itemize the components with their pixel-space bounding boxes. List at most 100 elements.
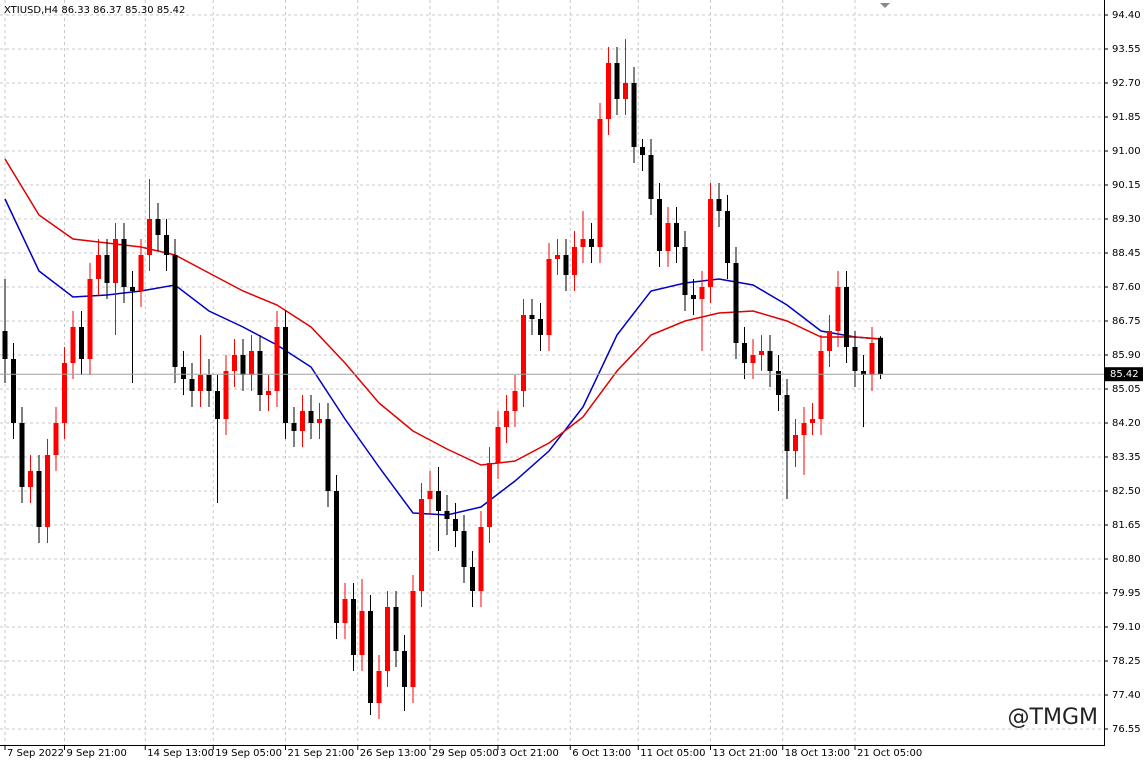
x-tick-label: 14 Sep 13:00 xyxy=(147,748,214,759)
y-tick-label: 87.60 xyxy=(1112,282,1141,293)
candle-body xyxy=(487,463,492,527)
candle-body xyxy=(699,287,705,299)
candle-body xyxy=(206,375,212,391)
candle-body xyxy=(640,147,645,155)
candle-body xyxy=(512,391,518,411)
candle-body xyxy=(138,255,144,291)
candle-body xyxy=(750,355,756,363)
candle-body xyxy=(317,419,322,423)
y-tick-label: 85.05 xyxy=(1112,384,1141,395)
candle-body xyxy=(614,63,620,99)
candle-body xyxy=(325,419,331,491)
y-tick-label: 92.70 xyxy=(1112,78,1141,89)
x-tick-label: 13 Oct 21:00 xyxy=(713,748,778,759)
candle-body xyxy=(759,351,764,355)
candle-body xyxy=(436,491,441,511)
y-tick-label: 79.10 xyxy=(1112,622,1141,633)
candle-body xyxy=(563,255,569,275)
candle-body xyxy=(555,255,560,259)
moving-average xyxy=(4,158,881,466)
candle-body xyxy=(215,391,220,419)
candle-body xyxy=(240,355,246,375)
watermark: @TMGM xyxy=(1008,705,1098,730)
candle-body xyxy=(776,371,781,395)
y-tick-label: 80.80 xyxy=(1112,554,1141,565)
candle-body xyxy=(368,611,373,703)
y-tick-label: 77.40 xyxy=(1112,690,1141,701)
candle-body xyxy=(410,591,416,687)
y-tick-label: 91.00 xyxy=(1112,146,1141,157)
candle-body xyxy=(342,599,348,623)
candle-body xyxy=(308,411,314,423)
y-tick-label: 81.65 xyxy=(1112,520,1141,531)
y-tick-label: 93.55 xyxy=(1112,44,1141,55)
candle-body xyxy=(844,287,849,347)
y-tick-label: 91.85 xyxy=(1112,112,1141,123)
candle-body xyxy=(461,531,467,567)
candle-body xyxy=(852,347,858,371)
candle-body xyxy=(257,351,263,395)
candle-body xyxy=(249,351,254,375)
candle-body xyxy=(827,331,832,351)
candle-body xyxy=(28,471,33,487)
y-tick-label: 88.45 xyxy=(1112,248,1141,259)
y-tick-label: 78.25 xyxy=(1112,656,1141,667)
candle-body xyxy=(359,611,365,655)
candle-body xyxy=(810,419,815,423)
x-tick-label: 9 Sep 21:00 xyxy=(67,748,127,759)
y-tick-label: 86.75 xyxy=(1112,316,1141,327)
candle-body xyxy=(674,223,679,247)
candle-body xyxy=(291,423,297,431)
candle-body xyxy=(716,199,722,211)
candle-body xyxy=(453,519,458,531)
candle-body xyxy=(470,567,475,591)
y-tick-label: 84.20 xyxy=(1112,418,1141,429)
candle-body xyxy=(223,371,229,419)
y-tick-label: 76.55 xyxy=(1112,724,1141,735)
candle-body xyxy=(62,363,67,423)
candle-body xyxy=(538,319,543,335)
y-tick-label: 94.40 xyxy=(1112,10,1141,21)
current-price-label: 85.42 xyxy=(1110,369,1139,380)
axes: 94.40 93.55 92.70 91.85 91.00 90.15 89.30 88.45… xyxy=(4,10,1143,759)
x-tick-label: 19 Sep 05:00 xyxy=(215,748,282,759)
candle-body xyxy=(682,247,688,295)
candle-body xyxy=(631,83,637,147)
candle-body xyxy=(283,327,288,423)
candle-body xyxy=(444,511,450,519)
candle-body xyxy=(87,279,93,359)
candle-body xyxy=(198,375,203,391)
candle-body xyxy=(521,315,526,391)
y-tick-label: 82.50 xyxy=(1112,486,1141,497)
y-tick-label: 90.15 xyxy=(1112,180,1141,191)
candle-body xyxy=(104,255,110,283)
candle-body xyxy=(419,499,424,591)
candle-body xyxy=(529,315,535,319)
shift-marker xyxy=(880,3,890,8)
candle-body xyxy=(793,435,798,451)
candle-body xyxy=(623,83,628,99)
candle-body xyxy=(53,423,59,455)
candle-body xyxy=(79,327,84,359)
candle-body xyxy=(708,199,713,287)
candle-body xyxy=(657,199,662,251)
x-tick-label: 18 Oct 13:00 xyxy=(785,748,850,759)
candle-body xyxy=(181,367,186,379)
candle-body xyxy=(266,391,271,395)
candle-body xyxy=(11,359,16,423)
candle-body xyxy=(189,379,195,391)
candle-body xyxy=(2,331,8,359)
candle-body xyxy=(835,287,841,331)
candle-body xyxy=(733,263,739,343)
x-tick-label: 26 Sep 13:00 xyxy=(360,748,427,759)
candle-body xyxy=(36,471,42,527)
x-tick-label: 21 Oct 05:00 xyxy=(857,748,922,759)
candle-body xyxy=(45,455,50,527)
candle-body xyxy=(376,671,382,703)
candle-body xyxy=(597,119,603,247)
candle-body xyxy=(300,411,305,431)
candle-body xyxy=(767,351,773,371)
candle-body xyxy=(478,527,484,591)
